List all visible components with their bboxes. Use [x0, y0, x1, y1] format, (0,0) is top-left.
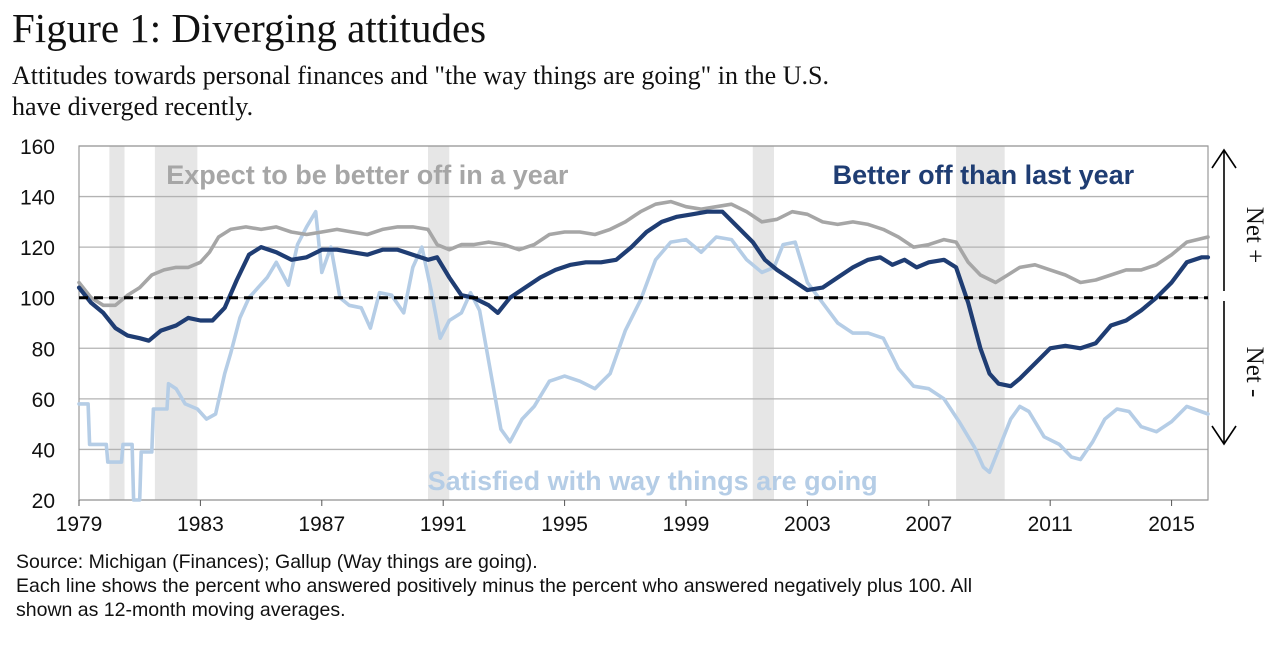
- net-minus-label: Net -: [1241, 347, 1268, 398]
- figure-footer: Source: Michigan (Finances); Gallup (Way…: [16, 550, 1266, 622]
- y-tick-label: 120: [20, 237, 55, 260]
- x-tick-label: 1991: [420, 513, 467, 536]
- x-tick-label: 1999: [663, 513, 710, 536]
- subtitle-line-1: Attitudes towards personal finances and …: [12, 61, 829, 90]
- x-tick-label: 2003: [784, 513, 831, 536]
- figure-title: Figure 1: Diverging attitudes: [12, 5, 487, 51]
- x-tick-label: 2015: [1148, 513, 1195, 536]
- series-line-expect: [77, 199, 1210, 308]
- series-annotation-satisfied: Satisfied with way things are going: [428, 466, 878, 496]
- x-tick-label: 1987: [298, 513, 345, 536]
- recession-band: [154, 146, 198, 500]
- recession-band: [752, 146, 775, 500]
- net-plus-arrowhead: [1211, 148, 1237, 169]
- y-tick-label: 100: [20, 288, 55, 311]
- x-tick-label: 2007: [905, 513, 952, 536]
- y-tick-label: 140: [20, 187, 55, 210]
- plot-frame: [78, 145, 1209, 501]
- recession-band: [956, 146, 1005, 500]
- x-tick-label: 1983: [177, 513, 224, 536]
- y-tick-label: 20: [32, 490, 55, 513]
- figure-subtitle: Attitudes towards personal finances and …: [12, 60, 1112, 122]
- y-tick-label: 40: [32, 439, 55, 462]
- method-note-line-1: Each line shows the percent who answered…: [16, 575, 973, 597]
- series-annotation-better-off: Better off than last year: [833, 160, 1135, 190]
- x-tick-label: 1995: [541, 513, 588, 536]
- series-annotation-expect: Expect to be better off in a year: [166, 160, 569, 190]
- recession-band: [109, 146, 125, 500]
- method-note-line-2: shown as 12-month moving averages.: [16, 599, 346, 621]
- source-note: Source: Michigan (Finances); Gallup (Way…: [16, 551, 538, 573]
- y-tick-label: 60: [32, 389, 55, 412]
- y-tick-label: 160: [20, 136, 55, 159]
- subtitle-line-2: have diverged recently.: [12, 92, 254, 121]
- line-chart: 20 40 60 80 100 120 140 160 1979 1983 1987 1991 1995…: [20, 136, 1268, 536]
- series-line-satisfied: [77, 209, 1210, 502]
- net-plus-label: Net +: [1241, 207, 1268, 263]
- x-tick-label: 1979: [56, 513, 103, 536]
- y-tick-label: 80: [32, 338, 55, 361]
- net-minus-arrowhead: [1211, 425, 1237, 446]
- series-line-better-off: [76, 209, 1211, 389]
- x-tick-label: 2011: [1028, 513, 1073, 536]
